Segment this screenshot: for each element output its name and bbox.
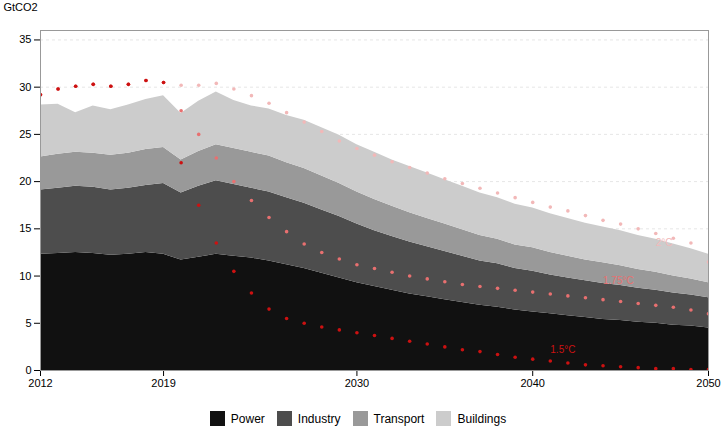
svg-text:1.5°C: 1.5°C (550, 344, 575, 355)
svg-text:35: 35 (19, 33, 31, 45)
svg-text:GtCO2: GtCO2 (4, 1, 38, 13)
svg-text:20: 20 (19, 175, 31, 187)
svg-text:2019: 2019 (151, 377, 175, 389)
svg-text:2050: 2050 (696, 377, 720, 389)
svg-text:10: 10 (19, 270, 31, 282)
svg-text:2040: 2040 (520, 377, 544, 389)
svg-text:30: 30 (19, 81, 31, 93)
svg-text:2°C: 2°C (656, 237, 673, 248)
svg-text:5: 5 (25, 317, 31, 329)
svg-text:0: 0 (25, 364, 31, 376)
svg-text:2030: 2030 (345, 377, 369, 389)
html-text:Power: Power (230, 411, 265, 426)
svg-text:25: 25 (19, 128, 31, 140)
html-text:Buildings: Buildings (457, 411, 507, 426)
svg-text:1.75°C: 1.75°C (603, 275, 634, 286)
html-text:Transport: Transport (373, 411, 425, 426)
svg-text:2012: 2012 (28, 377, 52, 389)
svg-text:15: 15 (19, 222, 31, 234)
html-text:Industry: Industry (297, 411, 341, 426)
